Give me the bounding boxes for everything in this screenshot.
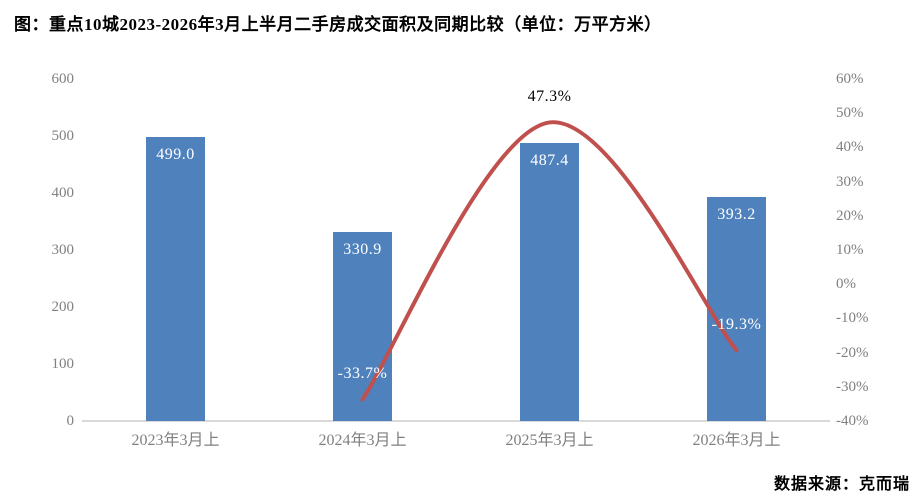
left-axis-tick-label: 200 xyxy=(51,299,75,315)
right-axis-tick-label: -30% xyxy=(836,378,869,395)
x-axis-category-label: 2026年3月上 xyxy=(692,432,781,449)
bar xyxy=(146,136,205,421)
bar-value-label: 393.2 xyxy=(717,205,756,223)
right-axis-tick-label: 0% xyxy=(836,276,856,293)
right-axis-tick-label: -20% xyxy=(836,344,869,361)
chart-title: 图：重点10城2023-2026年3月上半月二手房成交面积及同期比较（单位：万平… xyxy=(14,15,662,34)
right-axis-tick-label: 30% xyxy=(836,173,864,190)
x-axis-category-label: 2025年3月上 xyxy=(505,432,594,449)
bar xyxy=(520,143,579,421)
bar-value-label: 499.0 xyxy=(156,145,195,163)
line-point-label: 47.3% xyxy=(527,88,572,106)
left-axis-tick-label: 600 xyxy=(51,71,75,87)
line-point-label: -33.7% xyxy=(337,365,388,383)
right-axis-tick-label: 50% xyxy=(836,105,864,122)
right-axis-tick-label: 10% xyxy=(836,242,864,258)
x-axis-category-label: 2023年3月上 xyxy=(131,432,220,449)
left-axis-tick-label: 500 xyxy=(51,128,75,144)
right-axis-tick-label: -10% xyxy=(836,310,869,327)
right-axis-tick-label: 60% xyxy=(836,71,864,87)
left-axis-tick-label: 300 xyxy=(51,242,75,258)
right-axis-tick-label: 40% xyxy=(836,139,864,156)
left-axis-tick-label: 100 xyxy=(51,356,75,372)
left-axis-tick-label: 400 xyxy=(51,185,75,201)
left-axis-tick-label: 0 xyxy=(66,413,75,429)
x-axis-category-label: 2024年3月上 xyxy=(318,432,407,449)
right-axis-tick-label: 20% xyxy=(836,207,864,224)
line-point-label: -19.3% xyxy=(711,316,762,334)
x-axis-line xyxy=(82,420,830,422)
bar-value-label: 330.9 xyxy=(343,241,382,259)
bar xyxy=(707,196,766,421)
bar-value-label: 487.4 xyxy=(530,152,569,170)
data-source-label: 数据来源：克而瑞 xyxy=(773,476,910,493)
bar xyxy=(333,232,392,421)
right-axis-tick-label: -40% xyxy=(836,413,869,429)
